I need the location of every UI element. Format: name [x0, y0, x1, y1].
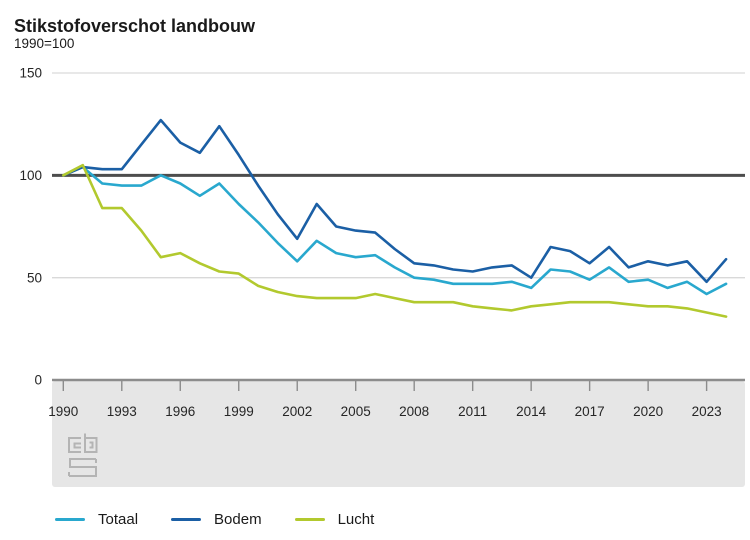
- series-line-totaal: [61, 165, 728, 296]
- series-line-lucht: [61, 163, 728, 318]
- x-tick-label: 2002: [282, 404, 312, 419]
- chart-title: Stikstofoverschot landbouw: [14, 16, 256, 37]
- y-tick-label: 100: [19, 168, 42, 183]
- x-tick-label: 1993: [107, 404, 137, 419]
- x-tick-label: 2005: [341, 404, 371, 419]
- legend-item-lucht[interactable]: Lucht: [294, 511, 375, 528]
- x-tick-label: 2011: [458, 404, 487, 419]
- legend-label: Bodem: [214, 511, 262, 528]
- legend-label: Lucht: [337, 511, 375, 528]
- plot-area: 1990 1993 1996 1999 2002 2005 2008 2011 2014 2017…: [19, 66, 745, 487]
- x-tick-label: 2017: [575, 404, 605, 419]
- cbs-logo-icon: [68, 433, 98, 477]
- legend-swatch-totaal: [55, 518, 85, 521]
- x-tick-label: 2008: [399, 404, 429, 419]
- legend-item-totaal[interactable]: Totaal: [55, 511, 138, 528]
- legend-item-bodem[interactable]: Bodem: [171, 511, 262, 528]
- chart-subtitle: 1990=100: [14, 36, 75, 51]
- x-tick-label: 2023: [692, 404, 722, 419]
- x-tick-label: 2014: [516, 404, 547, 419]
- legend-label: Totaal: [98, 511, 139, 528]
- x-tick-label: 1996: [165, 404, 195, 419]
- x-tick-label: 1990: [48, 404, 78, 419]
- y-tick-label: 50: [27, 270, 42, 285]
- x-tick-label: 2020: [633, 404, 663, 419]
- x-axis-band: [52, 381, 745, 487]
- legend-swatch-bodem: [171, 518, 202, 521]
- legend-swatch-lucht: [294, 518, 325, 521]
- x-tick-label: 1999: [224, 404, 254, 419]
- y-tick-label: 0: [34, 373, 42, 388]
- chart-legend: Totaal Bodem Lucht: [55, 511, 374, 528]
- y-tick-label: 150: [19, 66, 42, 81]
- series-line-bodem: [61, 118, 728, 284]
